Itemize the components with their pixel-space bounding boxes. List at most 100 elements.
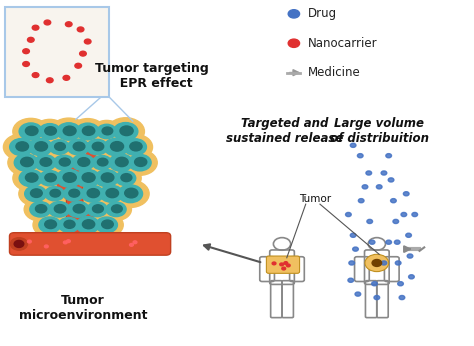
Circle shape	[49, 202, 70, 217]
Circle shape	[79, 205, 89, 212]
Circle shape	[97, 124, 117, 139]
Circle shape	[96, 217, 118, 233]
Circle shape	[73, 142, 85, 151]
Text: Drug: Drug	[308, 7, 337, 20]
Circle shape	[14, 24, 95, 83]
Circle shape	[135, 157, 147, 166]
Circle shape	[87, 202, 107, 217]
Circle shape	[45, 127, 56, 135]
Circle shape	[76, 123, 99, 140]
Circle shape	[409, 275, 414, 279]
Circle shape	[288, 39, 300, 47]
Circle shape	[28, 35, 81, 73]
Circle shape	[403, 192, 409, 196]
Circle shape	[372, 260, 382, 266]
Circle shape	[82, 198, 113, 221]
Circle shape	[350, 233, 356, 237]
Circle shape	[92, 142, 104, 151]
Circle shape	[97, 158, 108, 166]
Circle shape	[83, 211, 92, 218]
Circle shape	[284, 262, 288, 264]
Circle shape	[82, 126, 95, 135]
Circle shape	[121, 174, 132, 182]
Circle shape	[69, 232, 78, 239]
Circle shape	[76, 161, 86, 168]
Circle shape	[67, 168, 76, 175]
Circle shape	[58, 179, 67, 186]
Circle shape	[83, 218, 93, 225]
Circle shape	[407, 254, 413, 258]
Circle shape	[28, 138, 52, 156]
Circle shape	[71, 165, 81, 172]
Circle shape	[120, 126, 133, 136]
Circle shape	[36, 204, 47, 213]
Circle shape	[82, 173, 95, 182]
Circle shape	[71, 230, 81, 237]
Circle shape	[67, 195, 76, 202]
Circle shape	[362, 185, 368, 189]
Circle shape	[81, 135, 113, 159]
Circle shape	[75, 181, 110, 207]
FancyBboxPatch shape	[66, 174, 83, 239]
Circle shape	[106, 189, 118, 198]
Circle shape	[80, 51, 86, 56]
Circle shape	[106, 202, 126, 217]
Circle shape	[95, 170, 118, 187]
Text: Tumor targeting
  EPR effect: Tumor targeting EPR effect	[95, 62, 209, 90]
Circle shape	[393, 219, 399, 224]
Circle shape	[13, 118, 49, 145]
Circle shape	[58, 217, 79, 233]
Circle shape	[84, 39, 91, 44]
Circle shape	[81, 221, 91, 228]
Circle shape	[20, 157, 33, 167]
Circle shape	[92, 205, 103, 213]
Circle shape	[45, 245, 48, 248]
Circle shape	[55, 204, 66, 213]
Circle shape	[280, 263, 283, 266]
Circle shape	[109, 154, 133, 171]
Circle shape	[60, 188, 69, 194]
Circle shape	[87, 189, 100, 198]
Circle shape	[66, 150, 100, 175]
Circle shape	[57, 123, 81, 140]
Circle shape	[39, 171, 60, 186]
Text: Large volume
of distribuition: Large volume of distribuition	[330, 118, 428, 145]
Circle shape	[69, 165, 106, 192]
Circle shape	[87, 152, 117, 174]
Circle shape	[101, 198, 131, 220]
Circle shape	[14, 240, 24, 247]
Circle shape	[367, 219, 373, 224]
Circle shape	[349, 261, 355, 265]
Circle shape	[81, 207, 91, 214]
Circle shape	[83, 212, 93, 219]
Circle shape	[50, 164, 88, 192]
Circle shape	[100, 185, 123, 202]
Circle shape	[16, 142, 28, 151]
Circle shape	[61, 190, 71, 197]
Circle shape	[39, 183, 70, 205]
Circle shape	[27, 37, 34, 42]
Circle shape	[89, 165, 125, 191]
Circle shape	[80, 223, 89, 230]
Circle shape	[40, 158, 52, 166]
Circle shape	[48, 151, 80, 174]
Circle shape	[84, 214, 93, 221]
Circle shape	[346, 212, 351, 217]
Circle shape	[66, 240, 70, 243]
Circle shape	[82, 220, 95, 229]
Circle shape	[118, 185, 143, 203]
Circle shape	[64, 193, 74, 200]
Circle shape	[398, 282, 403, 286]
Circle shape	[118, 134, 153, 160]
Circle shape	[365, 254, 389, 272]
Circle shape	[39, 217, 61, 233]
Circle shape	[64, 241, 67, 244]
Circle shape	[104, 138, 128, 156]
Circle shape	[92, 155, 112, 170]
FancyBboxPatch shape	[9, 233, 171, 255]
Circle shape	[103, 149, 139, 176]
Circle shape	[62, 135, 95, 159]
Circle shape	[87, 151, 96, 157]
Circle shape	[133, 241, 137, 244]
Circle shape	[75, 63, 82, 68]
